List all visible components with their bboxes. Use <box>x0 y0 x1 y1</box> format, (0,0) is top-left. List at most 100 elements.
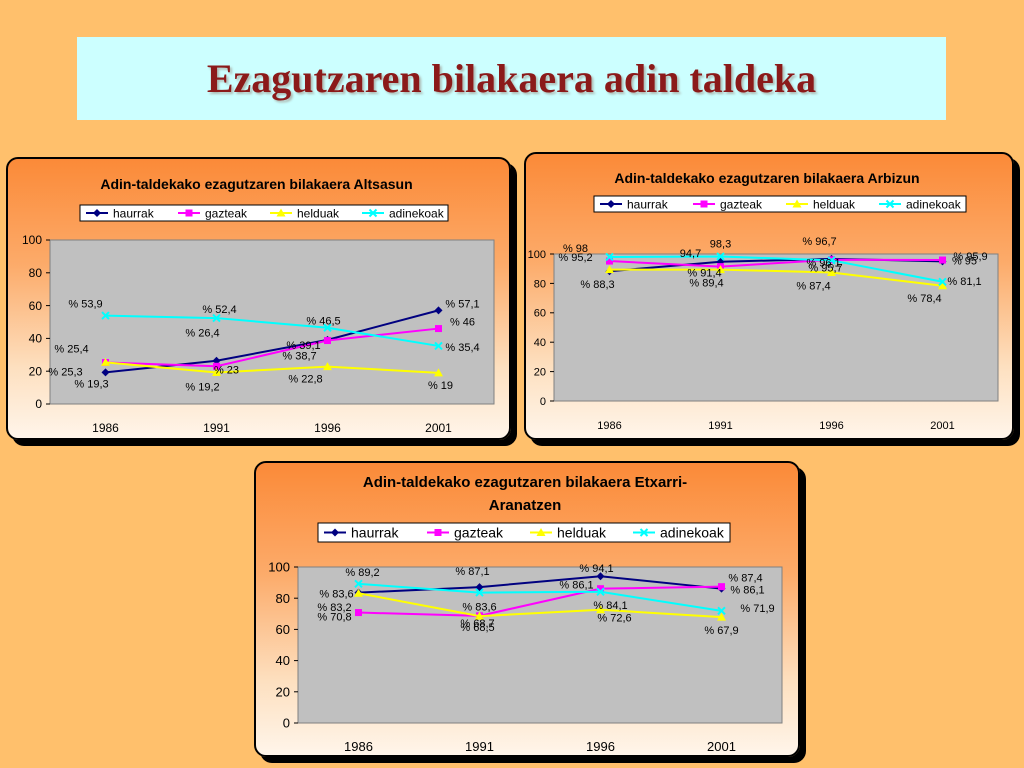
data-label-haurrak: % 86,1 <box>730 585 764 597</box>
data-label-haurrak: % 95 <box>952 255 977 267</box>
legend: haurrak gazteak helduak adinekoak <box>79 204 449 222</box>
point-adinekoak <box>716 252 725 261</box>
point-gazteak <box>355 609 362 617</box>
data-label-helduak: % 19,2 <box>185 382 219 394</box>
data-label-gazteak: % 91,4 <box>687 268 721 280</box>
chart-arbizun-svg: Adin-taldekako ezagutzaren bilakaera Arb… <box>528 170 999 432</box>
data-label-haurrak: % 19,3 <box>74 378 108 390</box>
y-tick-label: 0 <box>540 396 546 408</box>
data-label-helduak: % 72,6 <box>597 613 631 625</box>
y-tick-label: 0 <box>35 397 42 411</box>
data-label-gazteak: % 96,1 <box>806 258 840 270</box>
legend-label-gazteak: gazteak <box>454 525 504 541</box>
legend-marker-haurrak <box>607 200 615 208</box>
legend-label-helduak: helduak <box>557 525 607 541</box>
point-helduak <box>212 368 221 377</box>
data-label-adinekoak: % 71,9 <box>740 603 774 615</box>
x-tick-label: 1991 <box>708 420 732 432</box>
point-helduak <box>827 268 836 277</box>
data-label-gazteak: % 46 <box>450 317 475 329</box>
data-label-gazteak: % 87,4 <box>728 573 762 585</box>
y-tick-label: 20 <box>276 684 290 699</box>
data-label-helduak: % 25,4 <box>54 343 88 355</box>
data-label-gazteak: % 95,9 <box>953 251 987 263</box>
legend-marker-adinekoak <box>639 528 649 537</box>
y-tick-label: 60 <box>29 299 43 313</box>
data-label-gazteak: % 38,7 <box>282 351 316 363</box>
point-helduak <box>101 357 110 366</box>
point-adinekoak <box>938 277 947 286</box>
series-line-adinekoak <box>358 582 722 612</box>
legend-label-haurrak: haurrak <box>627 197 669 211</box>
legend-label-adinekoak: adinekoak <box>389 206 445 220</box>
point-adinekoak <box>354 579 363 589</box>
data-label-haurrak: % 94,1 <box>579 563 613 575</box>
x-tick-label: 2001 <box>930 420 954 432</box>
data-label-haurrak: % 96,7 <box>802 236 836 248</box>
legend-label-adinekoak: adinekoak <box>660 525 725 541</box>
point-adinekoak <box>605 252 614 262</box>
page-title: Ezagutzaren bilakaera adin taldeka <box>206 56 817 101</box>
data-label-adinekoak: % 81,1 <box>947 276 981 288</box>
point-gazteak <box>213 362 220 370</box>
plot-area <box>553 253 999 402</box>
legend-marker-gazteak <box>185 209 193 217</box>
y-tick-label: 60 <box>534 308 546 320</box>
data-label-helduak: % 67,9 <box>704 625 738 637</box>
chart-title: Adin-taldekako ezagutzaren bilakaera Etx… <box>363 474 687 491</box>
data-label-haurrak: 94,7 <box>680 248 701 260</box>
data-label-helduak: % 68,5 <box>460 622 494 634</box>
legend-label-gazteak: gazteak <box>720 197 763 211</box>
legend-marker-adinekoak <box>368 208 378 218</box>
y-tick-label: 20 <box>534 366 546 378</box>
series-line-gazteak <box>358 585 722 617</box>
series-line-haurrak <box>358 575 722 594</box>
data-label-helduak: % 22,8 <box>288 374 322 386</box>
y-tick-label: 80 <box>534 278 546 290</box>
legend-marker-gazteak <box>700 200 708 208</box>
point-adinekoak <box>434 341 443 351</box>
x-tick-label: 1991 <box>203 421 230 435</box>
point-adinekoak <box>596 587 605 597</box>
point-adinekoak <box>475 588 484 597</box>
y-tick-label: 40 <box>276 653 290 668</box>
y-tick-label: 100 <box>268 560 290 575</box>
x-tick-label: 2001 <box>707 739 736 754</box>
y-tick-label: 80 <box>29 266 43 280</box>
point-haurrak <box>212 356 221 365</box>
data-label-gazteak: % 95,2 <box>558 252 592 264</box>
data-label-adinekoak: % 98 <box>563 243 588 255</box>
y-tick-label: 100 <box>22 233 42 247</box>
data-label-gazteak: % 23 <box>214 364 239 376</box>
point-helduak <box>605 265 614 274</box>
y-tick-label: 20 <box>29 364 43 378</box>
chart-etxarri-aranatzen: Adin-taldekako ezagutzaren bilakaera Etx… <box>254 461 800 757</box>
legend-marker-adinekoak <box>885 199 895 209</box>
legend-marker-helduak <box>792 199 802 208</box>
data-label-haurrak: % 83,6 <box>319 589 353 601</box>
x-tick-label: 2001 <box>425 421 452 435</box>
data-label-gazteak: % 68,7 <box>460 618 494 630</box>
point-helduak <box>323 362 332 371</box>
legend-label-gazteak: gazteak <box>205 206 248 220</box>
x-tick-label: 1996 <box>314 421 341 435</box>
chart-arbizun: Adin-taldekako ezagutzaren bilakaera Arb… <box>524 152 1014 440</box>
data-label-adinekoak: % 95,7 <box>808 262 842 274</box>
legend: haurrak gazteak helduak adinekoak <box>317 522 731 543</box>
data-label-gazteak: % 86,1 <box>559 580 593 592</box>
plot-area <box>297 566 783 724</box>
data-label-helduak: % 78,4 <box>907 293 941 305</box>
point-gazteak <box>939 256 946 264</box>
series-line-helduak <box>609 268 943 287</box>
legend-marker-helduak <box>276 208 286 217</box>
data-label-haurrak: % 87,1 <box>455 566 489 578</box>
data-label-gazteak: % 70,8 <box>317 612 351 624</box>
legend-marker-helduak <box>536 528 546 536</box>
legend-label-helduak: helduak <box>813 197 856 211</box>
data-label-haurrak: % 88,3 <box>580 279 614 291</box>
series-line-helduak <box>358 592 722 619</box>
data-label-helduak: % 89,4 <box>689 278 723 290</box>
chart-altsasun-svg: Adin-taldekako ezagutzaren bilakaera Alt… <box>22 176 495 435</box>
y-tick-label: 40 <box>534 337 546 349</box>
point-gazteak <box>324 337 331 345</box>
